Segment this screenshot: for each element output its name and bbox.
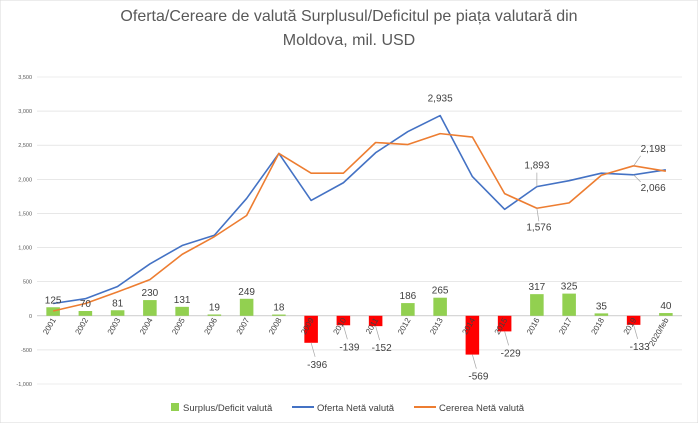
line-label-4: 2,066 [641,183,666,194]
line-data-labels: 2,935 1,893 1,576 2,198 2,066 [428,94,666,234]
line-label-leader [536,208,540,222]
bar-2012 [401,303,415,316]
bar-2006 [207,314,222,316]
line-label-3: 2,198 [641,144,666,155]
bar-label-2007: 249 [238,287,255,298]
bar-label-leader [310,342,316,357]
bar-label-2003: 81 [112,298,124,309]
bar-label-leader [472,354,477,369]
bar-2018 [594,313,609,316]
legend-label-cererea: Cererea Netă valută [439,403,525,414]
y-tick-label: 2,000 [18,177,32,183]
line-oferta [53,114,667,305]
line-label-1: 1,893 [524,161,549,172]
bar-2020-feb [659,313,673,316]
bar-label-2020-feb: 40 [660,301,672,312]
bar-2003 [110,310,125,316]
bar-data-labels: 125 70 81 230 131 19 249 18 -396 -139 -152 186 265 -5… [45,282,672,383]
bar-label-2001: 125 [45,295,62,306]
bar-2005 [175,306,189,316]
bar-label-2015: -229 [501,348,521,359]
bar-2013 [433,297,447,316]
legend-swatch-surplus [171,403,179,411]
bar-label-2017: 325 [561,282,578,293]
chart-title-line-2: Moldova, mil. USD [283,32,415,49]
y-tick-label: 0 [29,314,32,320]
bar-2015 [497,315,512,332]
bar-2019 [626,315,641,325]
y-tick-label: 2,500 [18,143,32,149]
bar-label-2006: 19 [209,302,221,313]
bar-label-leader [375,326,380,341]
y-tick-label: 500 [23,280,32,286]
line-label-2: 1,576 [526,222,551,233]
bar-label-2010: -139 [339,342,359,353]
y-tick-label: 1,000 [18,246,32,252]
bar-label-2016: 317 [529,282,546,293]
legend: Surplus/Deficit valută Oferta Netă valut… [171,403,525,414]
bar-label-2018: 35 [596,301,608,312]
bar-label-2012: 186 [400,291,417,302]
bar-label-2008: 18 [273,303,285,314]
y-tick-label: -1,000 [16,382,32,388]
y-tick-label: 3,000 [18,109,32,115]
line-label-leader [633,174,641,183]
bar-2002 [78,311,93,316]
y-tick-label: -500 [21,348,32,354]
bar-label-2004: 230 [142,288,159,299]
legend-label-oferta: Oferta Netă valută [317,403,395,414]
bar-2009 [304,315,318,343]
bar-label-2013: 265 [432,286,449,297]
bar-2007 [239,298,254,316]
bar-label-2019: -133 [630,342,650,353]
bar-label-2005: 131 [174,295,191,306]
chart-title-line-1: Oferta/Cereare de valută Surplusul/Defic… [120,8,577,25]
bar-2004 [143,300,157,316]
legend-label-surplus: Surplus/Deficit valută [183,403,273,414]
bar-2014 [465,315,480,355]
bar-label-leader [633,324,638,339]
bar-2017 [562,293,576,316]
bar-2016 [530,294,544,316]
line-cererea [52,132,667,312]
bar-label-2011: -152 [372,343,392,354]
bar-series-surplus-deficit [46,293,673,355]
y-tick-label: 3,500 [18,75,32,81]
bar-label-2002: 70 [80,299,92,310]
line-label-0: 2,935 [428,94,453,105]
line-series [52,114,667,312]
bar-label-leader [343,325,348,340]
bar-2010 [336,315,351,326]
bar-label-2009: -396 [307,360,327,371]
bar-label-2014: -569 [468,372,488,383]
bar-2008 [272,314,286,316]
bar-2001 [46,307,60,316]
bar-label-leader [504,331,509,346]
y-axis-tick-labels: 3,500 3,000 2,500 2,000 1,500 1,000 500 0 -500 -1… [16,75,32,388]
y-tick-label: 1,500 [18,211,32,217]
line-label-leader [633,155,641,167]
bar-2011 [368,315,383,327]
